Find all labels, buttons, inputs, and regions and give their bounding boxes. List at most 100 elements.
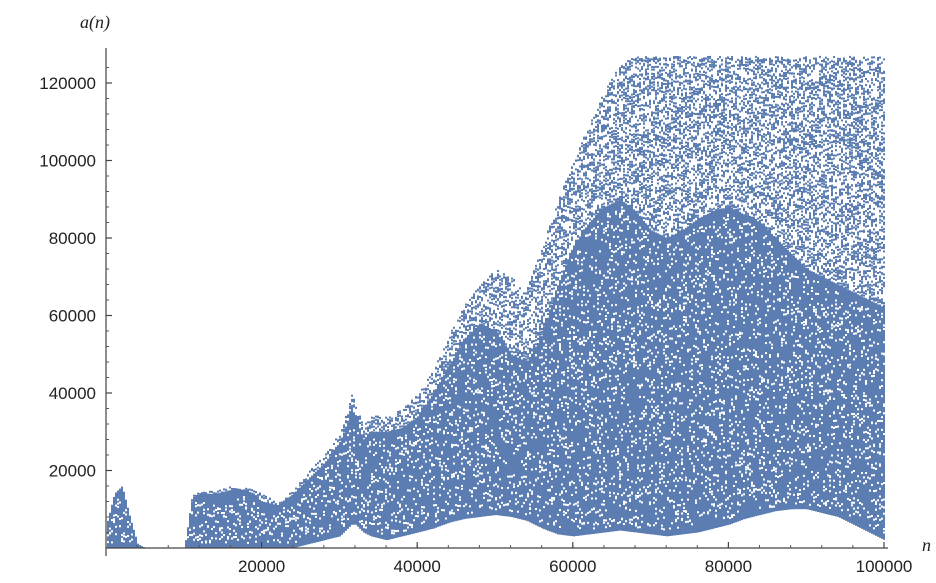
point [465,317,467,320]
point [593,198,595,201]
gap [525,442,527,445]
gap [587,300,589,303]
point [523,301,525,304]
gap [347,476,349,479]
gap [351,471,353,474]
gap [463,447,465,450]
gap [331,467,333,470]
point [561,236,563,239]
gap [491,394,493,396]
gap [545,358,547,361]
point [607,100,609,103]
gap [503,383,505,386]
point [585,210,587,213]
point [525,352,527,355]
point [607,101,609,104]
point [353,400,355,403]
gap [413,431,415,434]
gap [475,426,477,429]
gap [579,250,581,253]
point [501,290,503,293]
gap [545,343,547,346]
gap [447,469,449,472]
gap [529,489,531,492]
gap [403,522,405,525]
point [221,491,223,494]
point [491,286,493,289]
point [475,305,477,308]
point [511,300,513,303]
gap [125,513,127,516]
point [613,198,615,201]
point [585,174,587,177]
point [563,187,565,190]
gap [455,419,457,422]
gap [597,297,599,300]
gap [489,379,491,382]
gap [495,471,497,474]
point [595,189,597,192]
point [507,289,509,292]
gap [607,276,609,279]
gap [409,523,411,526]
gap [607,399,609,402]
gap [573,482,575,485]
point [339,442,341,444]
point [559,203,561,205]
gap [483,411,485,414]
gap [569,292,571,294]
gap [521,460,523,463]
point [497,270,499,272]
gap [605,227,607,229]
gap [519,380,521,383]
point [547,243,549,246]
gap [611,415,613,418]
point [443,355,445,358]
point [525,360,527,363]
point-band [199,493,201,548]
point-band [437,385,439,527]
point [557,222,559,225]
gap [211,515,213,518]
gap [269,523,271,526]
gap [535,373,537,376]
gap [421,479,423,482]
point [519,321,521,324]
point [489,275,491,278]
point [615,170,617,173]
point [527,308,529,311]
point [529,322,531,324]
gap [497,452,499,455]
gap [355,469,357,472]
point [569,206,571,209]
gap [293,517,295,520]
gap [529,387,531,390]
gap [273,527,275,530]
point [579,177,581,180]
gap [513,370,515,373]
point [483,309,485,312]
gap [541,519,543,522]
gap [583,361,585,364]
gap [443,478,445,481]
gap [593,356,595,359]
gap [357,465,359,468]
gap [573,362,575,365]
point [263,497,265,500]
gap [413,466,415,469]
gap [511,418,513,421]
gap [475,451,477,454]
gap [597,481,599,484]
gap [531,492,533,495]
gap [437,507,439,510]
gap [593,361,595,364]
gap [591,266,593,269]
point [589,168,591,171]
gap [341,497,343,499]
gap [437,430,439,433]
point [585,148,587,151]
gap [491,389,493,392]
point [379,423,381,426]
point [511,350,513,353]
gap [325,468,327,471]
